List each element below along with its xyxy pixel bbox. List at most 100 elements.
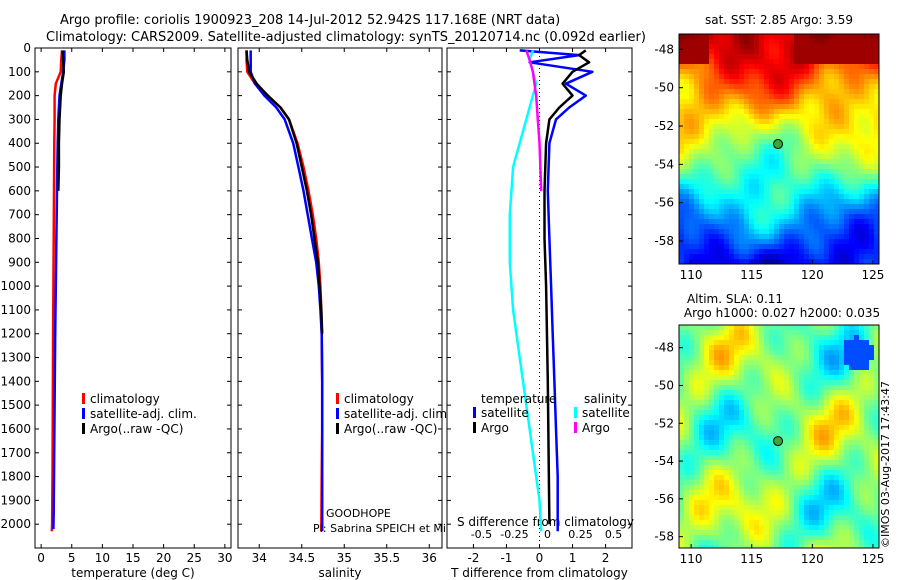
heatmap-cell [744, 134, 750, 140]
heatmap-cell [844, 184, 850, 190]
heatmap-cell [724, 325, 730, 331]
heatmap-cell [864, 134, 870, 140]
heatmap-cell [689, 74, 695, 80]
heatmap-cell [769, 440, 775, 446]
heatmap-cell [704, 535, 710, 541]
heatmap-cell [759, 470, 765, 476]
heatmap-cell [694, 340, 700, 346]
heatmap-cell [744, 64, 750, 70]
heatmap-cell [704, 520, 710, 526]
heatmap-cell [784, 515, 790, 521]
heatmap-cell [814, 440, 820, 446]
heatmap-cell [729, 440, 735, 446]
heatmap-cell [764, 395, 770, 401]
heatmap-cell [784, 410, 790, 416]
heatmap-cell [829, 159, 835, 165]
heatmap-cell [849, 169, 855, 175]
heatmap-cell [734, 480, 740, 486]
heatmap-cell [819, 365, 825, 371]
heatmap-cell [854, 234, 860, 240]
heatmap-cell [849, 249, 855, 255]
heatmap-cell [769, 330, 775, 336]
heatmap-cell [744, 355, 750, 361]
heatmap-cell [859, 480, 865, 486]
heatmap-cell [719, 510, 725, 516]
heatmap-cell [869, 124, 875, 130]
heatmap-cell [724, 99, 730, 105]
heatmap-cell [714, 460, 720, 466]
heatmap-cell [694, 440, 700, 446]
heatmap-cell [874, 375, 879, 381]
heatmap-cell [804, 94, 810, 100]
legend-label: Argo [481, 421, 509, 435]
heatmap-cell [864, 360, 870, 366]
heatmap-cell [769, 500, 775, 506]
heatmap-cell [779, 79, 785, 85]
heatmap-cell [729, 94, 735, 100]
heatmap-cell [839, 84, 845, 90]
heatmap-cell [829, 435, 835, 441]
heatmap-cell [794, 139, 800, 145]
heatmap-cell [689, 214, 695, 220]
heatmap-cell [779, 345, 785, 351]
heatmap-cell [794, 249, 800, 255]
heatmap-cell [834, 149, 840, 155]
x2-tick-label: 0.25 [568, 528, 593, 541]
heatmap-cell [699, 510, 705, 516]
heatmap-cell [834, 515, 840, 521]
heatmap-cell [699, 515, 705, 521]
heatmap-cell [799, 460, 805, 466]
heatmap-cell [764, 229, 770, 235]
heatmap-cell [814, 405, 820, 411]
heatmap-cell [764, 515, 770, 521]
heatmap-cell [774, 149, 780, 155]
heatmap-cell [799, 455, 805, 461]
heatmap-cell [839, 159, 845, 165]
heatmap-cell [739, 345, 745, 351]
heatmap-cell [799, 395, 805, 401]
heatmap-cell [699, 525, 705, 531]
heatmap-cell [839, 490, 845, 496]
heatmap-cell [809, 420, 815, 426]
heatmap-cell [749, 114, 755, 120]
heatmap-cell [734, 119, 740, 125]
heatmap-cell [734, 39, 740, 45]
heatmap-cell [814, 179, 820, 185]
heatmap-cell [729, 505, 735, 511]
heatmap-cell [704, 254, 710, 260]
heatmap-cell [794, 179, 800, 185]
heatmap-cell [729, 149, 735, 155]
x-tick-label: 15 [125, 551, 140, 565]
heatmap-cell [689, 49, 695, 55]
heatmap-cell [699, 134, 705, 140]
heatmap-cell [694, 390, 700, 396]
heatmap-cell [779, 350, 785, 356]
heatmap-cell [839, 164, 845, 170]
heatmap-cell [719, 169, 725, 175]
x-tick-label: 34.5 [288, 551, 315, 565]
heatmap-cell [679, 380, 685, 386]
heatmap-cell [704, 480, 710, 486]
heatmap-cell [689, 525, 695, 531]
heatmap-cell [694, 79, 700, 85]
heatmap-cell [824, 370, 830, 376]
heatmap-cell [819, 59, 825, 65]
heatmap-cell [849, 445, 855, 451]
heatmap-cell [874, 174, 879, 180]
heatmap-cell [739, 174, 745, 180]
heatmap-cell [814, 365, 820, 371]
heatmap-cell [834, 435, 840, 441]
heatmap-cell [804, 239, 810, 245]
heatmap-cell [719, 360, 725, 366]
heatmap-cell [719, 520, 725, 526]
heatmap-cell [794, 525, 800, 531]
heatmap-cell [804, 259, 810, 264]
heatmap-cell [789, 415, 795, 421]
heatmap-cell [739, 74, 745, 80]
heatmap-cell [804, 229, 810, 235]
heatmap-cell [719, 425, 725, 431]
heatmap-cell [764, 525, 770, 531]
heatmap-cell [744, 169, 750, 175]
heatmap-cell [799, 174, 805, 180]
heatmap-cell [724, 390, 730, 396]
